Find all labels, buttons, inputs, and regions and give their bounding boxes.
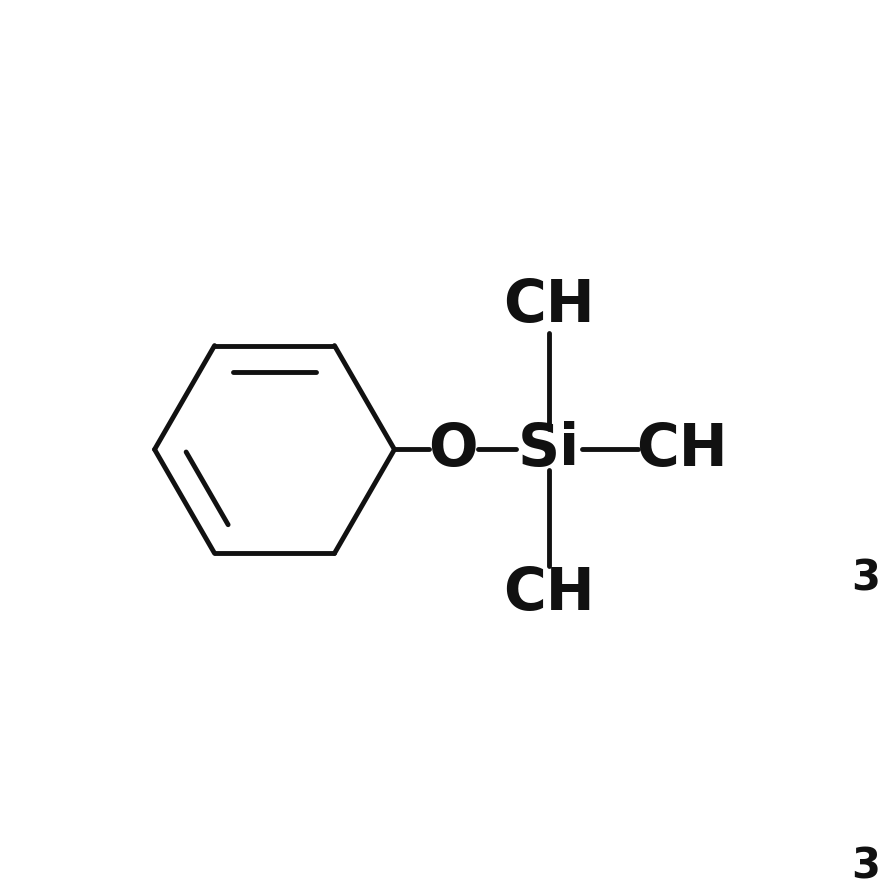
Text: CH: CH xyxy=(503,277,595,334)
Text: O: O xyxy=(428,421,477,478)
Text: CH: CH xyxy=(636,421,728,478)
Text: 3: 3 xyxy=(851,558,879,600)
Text: Si: Si xyxy=(518,421,579,478)
Text: 3: 3 xyxy=(851,846,879,888)
Text: CH: CH xyxy=(503,565,595,622)
